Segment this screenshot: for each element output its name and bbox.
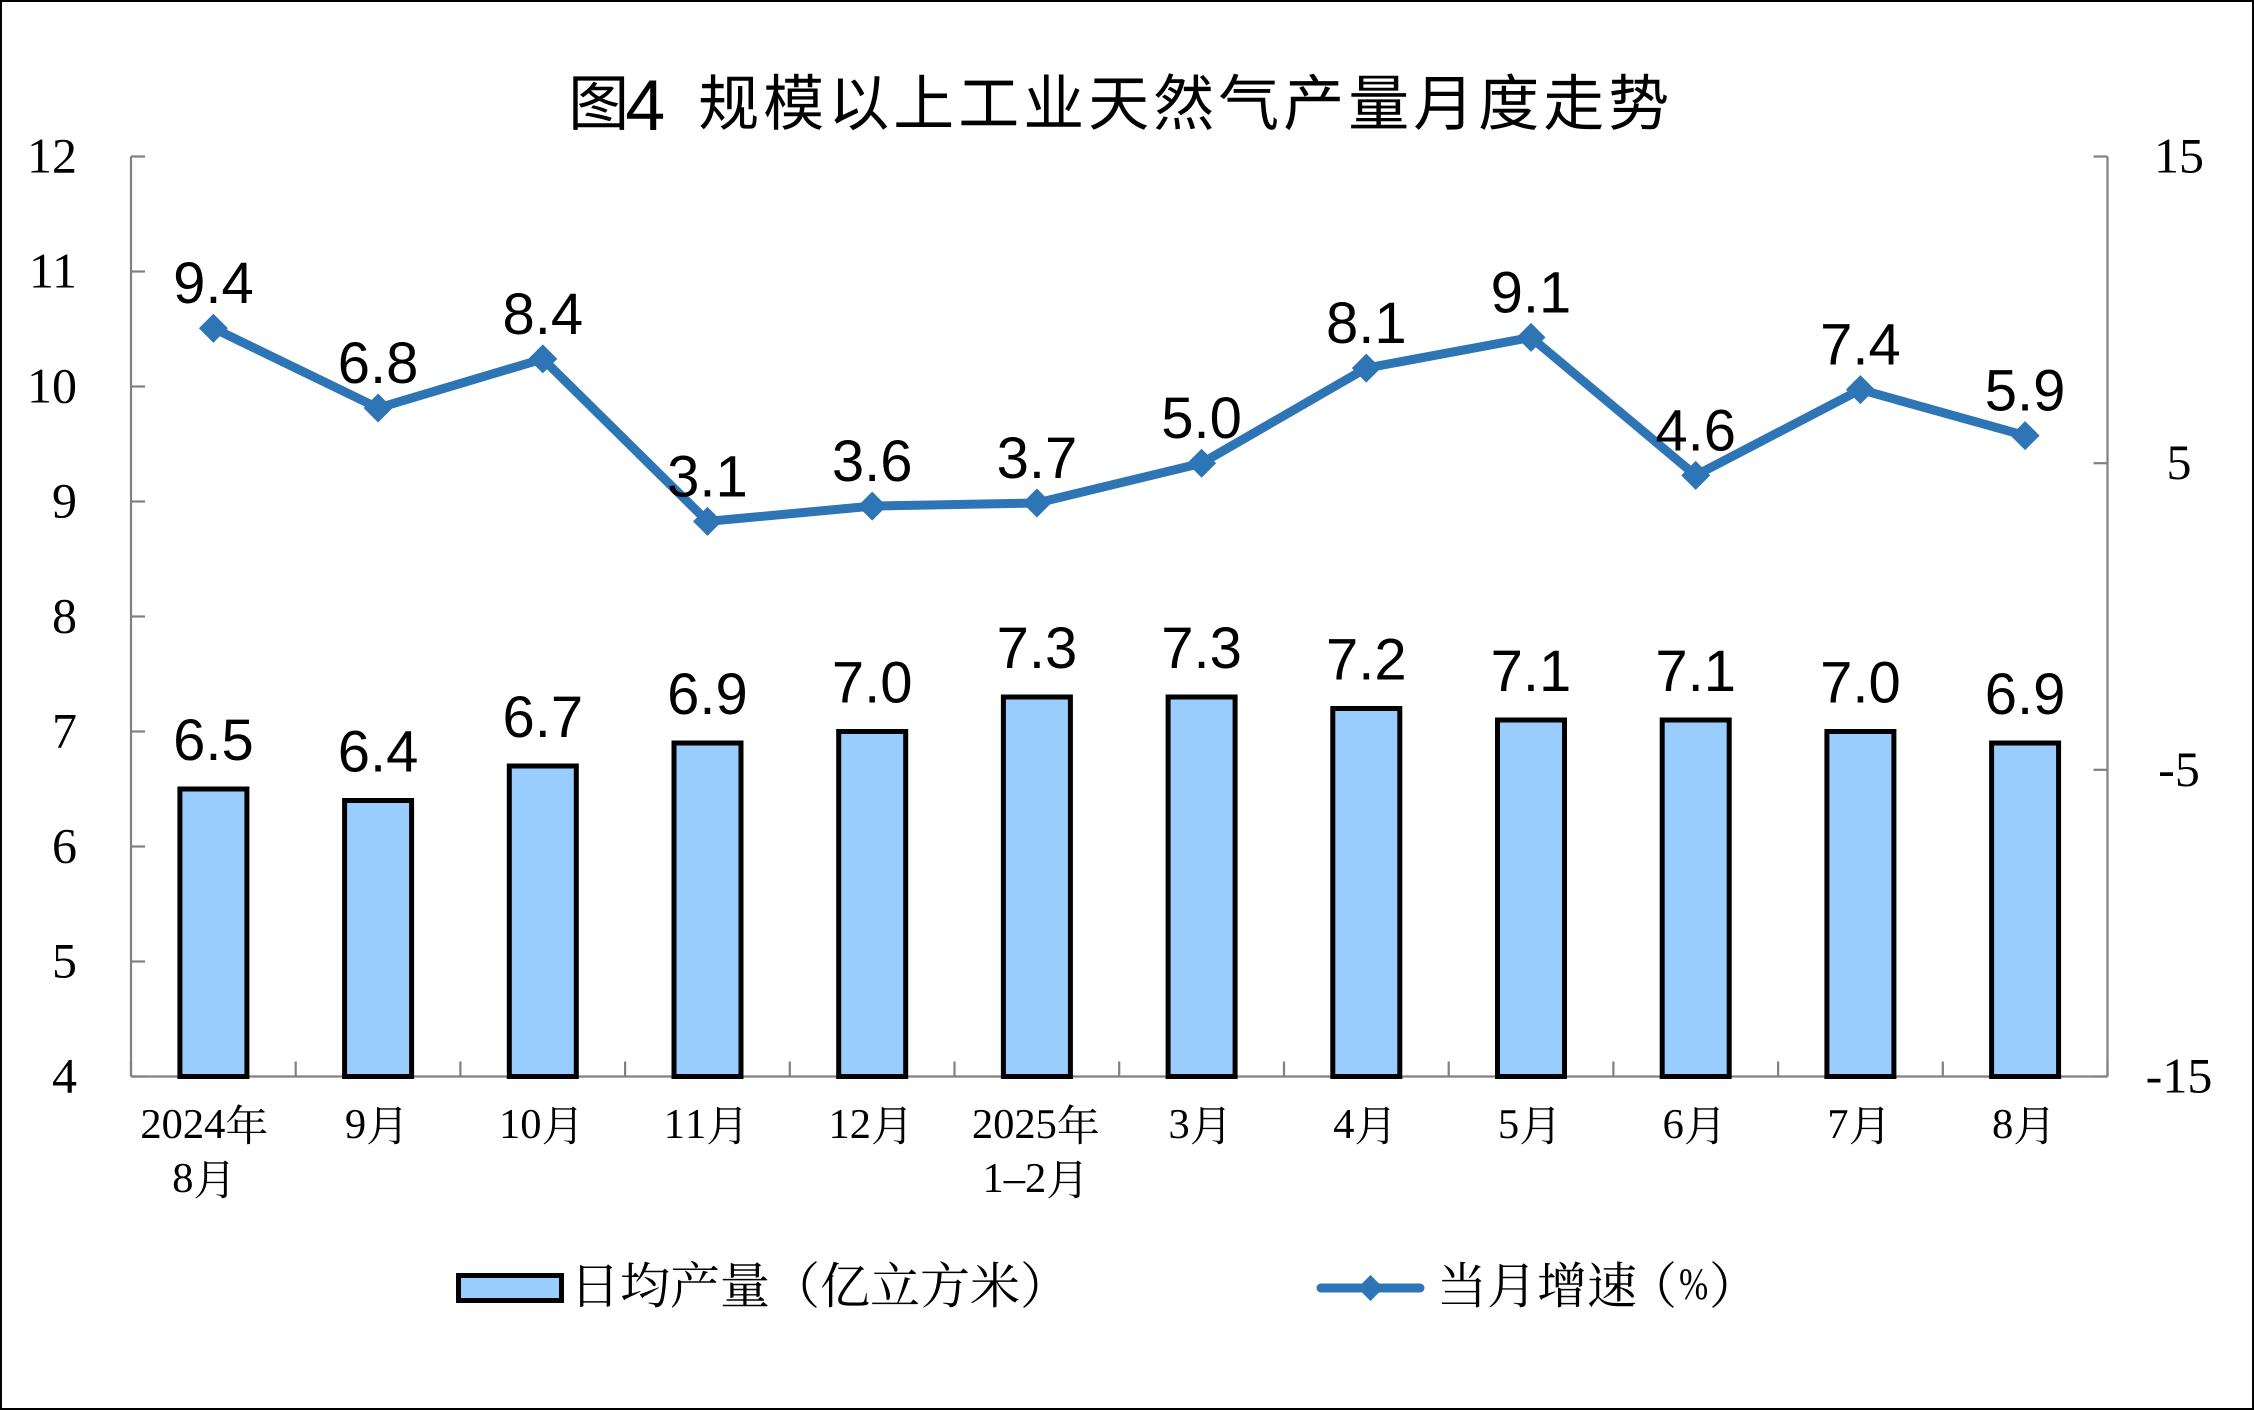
svg-text:6.9: 6.9	[667, 662, 748, 727]
svg-text:6.8: 6.8	[338, 331, 419, 396]
svg-text:12: 12	[27, 128, 77, 184]
svg-text:9: 9	[52, 473, 77, 529]
svg-text:7.1: 7.1	[1491, 639, 1572, 704]
svg-text:8.1: 8.1	[1326, 291, 1407, 356]
svg-text:6: 6	[52, 818, 77, 874]
svg-text:5.9: 5.9	[1985, 359, 2066, 424]
svg-text:-15: -15	[2146, 1048, 2213, 1104]
svg-text:7.3: 7.3	[997, 616, 1078, 681]
svg-text:8.4: 8.4	[502, 282, 583, 347]
svg-text:3.1: 3.1	[667, 444, 748, 509]
svg-text:7.3: 7.3	[1161, 616, 1242, 681]
svg-text:9.1: 9.1	[1491, 260, 1572, 325]
svg-text:15: 15	[2154, 128, 2204, 184]
svg-text:11: 11	[29, 243, 77, 299]
svg-text:6.9: 6.9	[1985, 662, 2066, 727]
svg-text:7: 7	[52, 703, 77, 759]
svg-text:-5: -5	[2158, 741, 2200, 797]
svg-text:6.7: 6.7	[502, 685, 583, 750]
svg-text:7.0: 7.0	[832, 651, 913, 716]
svg-text:3.7: 3.7	[997, 426, 1078, 491]
svg-text:7.2: 7.2	[1326, 628, 1407, 693]
svg-text:7.4: 7.4	[1820, 313, 1901, 378]
svg-text:4.6: 4.6	[1655, 398, 1736, 463]
svg-text:7.1: 7.1	[1655, 639, 1736, 704]
svg-text:5.0: 5.0	[1161, 386, 1242, 451]
svg-text:7.0: 7.0	[1820, 651, 1901, 716]
svg-text:8: 8	[52, 588, 77, 644]
svg-text:6.4: 6.4	[338, 720, 419, 785]
svg-text:5: 5	[52, 933, 77, 989]
svg-text:6.5: 6.5	[173, 708, 254, 773]
svg-text:3.6: 3.6	[832, 429, 913, 494]
svg-text:5: 5	[2167, 434, 2192, 490]
svg-text:10: 10	[27, 358, 77, 414]
svg-text:4: 4	[52, 1048, 77, 1104]
svg-text:9.4: 9.4	[173, 251, 254, 316]
